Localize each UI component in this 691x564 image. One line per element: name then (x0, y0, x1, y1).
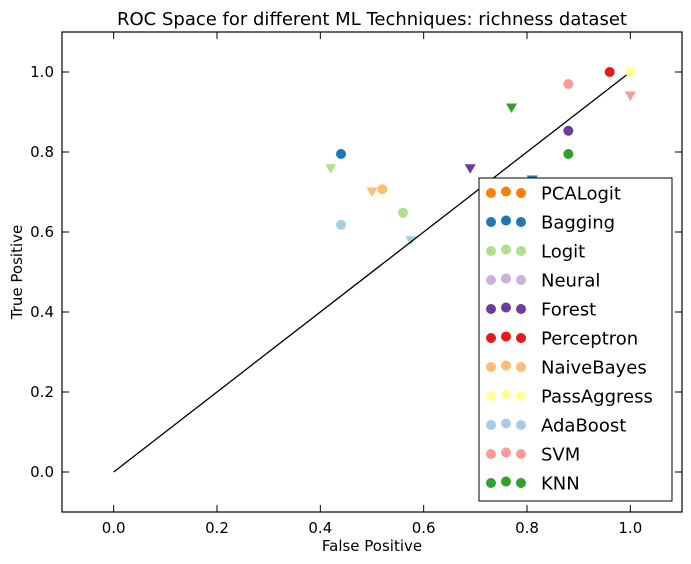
legend: PCALogit Bagging Logit Neural Forest Perceptr… (478, 177, 673, 502)
y-tick-label: 0.6 (30, 223, 54, 241)
point-forest-alt (464, 164, 476, 174)
point-svm-alt (624, 91, 636, 101)
y-axis-title: True Positive (8, 225, 26, 320)
legend-marker (501, 244, 511, 255)
legend-label: Neural (541, 271, 600, 292)
x-axis-title: False Positive (322, 537, 422, 555)
point-logit (398, 207, 408, 218)
legend-marker (516, 275, 526, 285)
legend-marker (486, 217, 496, 227)
point-perceptron (604, 67, 615, 77)
legend-marker (516, 449, 526, 459)
legend-marker (486, 333, 496, 343)
legend-label: Forest (541, 300, 596, 321)
legend-marker (501, 186, 511, 197)
legend-marker (516, 333, 526, 343)
point-bagging (336, 149, 346, 159)
legend-label: Logit (541, 242, 585, 263)
diagonal-reference-line (113, 71, 631, 473)
point-adaboost-alt (405, 236, 417, 246)
legend-label: KNN (541, 474, 580, 495)
point-passaggress-alt (624, 67, 636, 77)
legend-label: Perceptron (541, 329, 638, 350)
legend-label: NaiveBayes (541, 358, 647, 379)
legend-marker (516, 391, 526, 401)
plot-markers-foreground (604, 67, 636, 77)
legend-marker (501, 476, 511, 487)
y-tick-label: 0.4 (30, 303, 54, 321)
point-forest (563, 125, 574, 136)
y-tick-label: 0.8 (30, 143, 54, 161)
legend-label: Bagging (541, 213, 615, 234)
point-svm (563, 79, 574, 89)
legend-marker (501, 302, 511, 313)
legend-marker (486, 188, 496, 198)
legend-marker (501, 418, 511, 429)
x-tick-label: 0.6 (412, 519, 436, 537)
point-adaboost (336, 219, 346, 230)
x-axis-ticks: 0.0 0.2 0.4 0.6 0.8 1.0 (102, 32, 642, 537)
legend-marker (501, 447, 511, 458)
y-tick-label: 0.2 (30, 383, 54, 401)
plot-markers (325, 79, 636, 246)
y-axis-ticks: 0.0 0.2 0.4 0.6 0.8 1.0 (30, 63, 682, 481)
legend-label: PassAggress (541, 387, 653, 408)
legend-box (478, 177, 673, 502)
x-tick-label: 0.8 (515, 519, 539, 537)
legend-marker (501, 360, 511, 371)
legend-marker (516, 478, 526, 488)
y-tick-label: 0.0 (30, 463, 54, 481)
x-tick-label: 0.2 (205, 519, 229, 537)
x-tick-label: 0.4 (308, 519, 332, 537)
legend-marker (486, 420, 496, 430)
plot-frame (61, 31, 683, 513)
legend-marker (501, 331, 511, 342)
legend-marker (486, 275, 496, 285)
legend-marker (516, 362, 526, 372)
legend-marker (501, 389, 511, 400)
point-knn-alt (506, 103, 517, 113)
y-tick-label: 1.0 (30, 63, 54, 81)
legend-marker (486, 362, 496, 372)
x-tick-label: 0.0 (102, 519, 126, 537)
point-knn (563, 149, 574, 159)
legend-marker (501, 273, 511, 284)
legend-marker (516, 420, 526, 430)
legend-label: AdaBoost (541, 416, 626, 437)
legend-marker (486, 246, 496, 256)
legend-marker (486, 478, 496, 488)
point-logit-alt (325, 164, 337, 174)
legend-marker (516, 246, 526, 256)
legend-marker (516, 304, 526, 314)
point-naivebayes-alt (366, 187, 378, 197)
legend-marker (486, 391, 496, 401)
legend-marker (486, 304, 496, 314)
legend-label: PCALogit (541, 184, 621, 205)
x-tick-label: 1.0 (618, 519, 642, 537)
legend-marker (486, 449, 496, 459)
legend-label: SVM (541, 445, 580, 466)
point-naivebayes (377, 184, 388, 195)
chart-title: ROC Space for different ML Techniques: r… (117, 9, 627, 30)
legend-marker (516, 217, 526, 227)
legend-marker (516, 188, 526, 198)
legend-marker (501, 215, 511, 226)
